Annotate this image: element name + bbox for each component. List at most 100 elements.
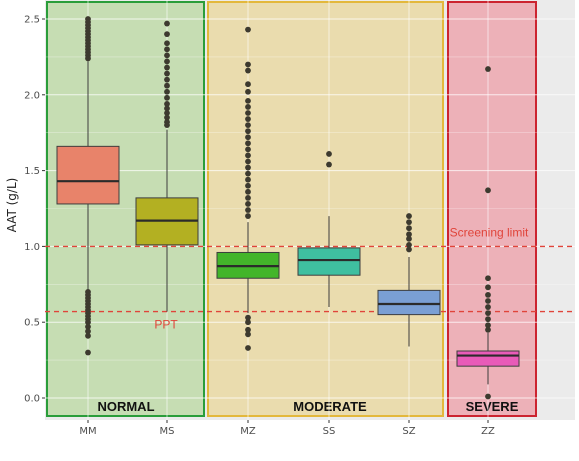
x-tick-label-ms: MS [160,426,175,437]
outlier-point [245,194,251,201]
outlier-point [485,304,491,310]
outlier-point [245,188,251,195]
outlier-point [485,275,491,282]
outlier-point [164,76,170,83]
outlier-point [245,164,251,171]
outlier-point [245,116,251,122]
outlier-point [245,170,251,177]
outlier-point [245,134,251,141]
box-ss [297,151,361,308]
interquartile-box [56,145,120,205]
outlier-point [485,316,491,323]
outlier-point [485,326,491,333]
outlier-point [245,207,251,213]
outlier-point [164,70,170,77]
outlier-point [245,213,251,219]
outlier-point [164,82,170,89]
outlier-point [85,323,91,330]
outlier-point [245,122,251,129]
outlier-point [245,319,251,326]
y-tick-label: 2.0 [24,90,40,101]
outlier-point [164,58,170,65]
outlier-point [164,110,170,116]
boxes [56,16,520,400]
outlier-point [245,146,251,153]
outlier-point [245,331,251,338]
outlier-point [406,213,412,219]
outlier-point [85,319,91,326]
outlier-point [245,326,251,333]
outlier-point [326,161,332,168]
group-region-severe [447,1,537,417]
outlier-point [406,219,412,226]
x-tick-label-mz: MZ [240,426,256,437]
box-mz [216,26,280,351]
y-axis-title: AAT (g/L) [5,178,19,233]
outlier-point [245,61,251,68]
outlier-point [326,151,332,157]
outlier-point [245,97,251,104]
interquartile-box [377,289,441,316]
outlier-point [245,158,251,165]
outlier-point [164,122,170,129]
outlier-point [164,64,170,71]
outlier-point [245,152,251,159]
outlier-point [245,67,251,74]
box-sz [377,213,441,347]
outlier-point [245,176,251,183]
outlier-point [406,246,412,253]
screening-limit-label: Screening limit [450,225,529,239]
y-tick-label: 0.5 [24,318,40,329]
group-label-moderate: MODERATE [293,399,367,414]
outlier-point [164,88,170,95]
outlier-point [164,20,170,27]
outlier-point [85,328,91,335]
outlier-point [245,88,251,95]
outlier-point [245,345,251,351]
outlier-point [245,81,251,88]
outlier-point [485,322,491,329]
outlier-point [85,332,91,339]
outlier-point [245,104,251,110]
x-tick-label-mm: MM [79,426,96,437]
box-mm [56,16,120,356]
outlier-point [245,201,251,207]
outlier-point [485,393,491,400]
y-tick-label: 1.5 [24,166,40,177]
outlier-point [164,100,170,107]
x-tick-label-ss: SS [323,426,336,437]
outlier-point [85,349,91,356]
outlier-point [164,94,170,101]
outlier-point [406,241,412,248]
outlier-point [245,110,251,116]
outlier-point [485,310,491,317]
outlier-point [164,114,170,121]
group-label-normal: NORMAL [97,399,154,414]
outlier-point [406,231,412,238]
outlier-point [485,292,491,298]
outlier-point [485,284,491,291]
outlier-point [245,182,251,189]
box-ms [135,20,199,312]
group-label-severe: SEVERE [466,399,519,414]
y-tick-label: 1.0 [24,242,40,253]
outlier-point [245,140,251,147]
outlier-point [245,128,251,135]
outlier-point [485,66,491,72]
y-tick-label: 0.0 [24,394,40,405]
box-zz [456,66,520,400]
ppt-label: PPT [154,318,178,332]
outlier-point [85,55,91,62]
outlier-point [164,46,170,53]
outlier-point [406,235,412,242]
outlier-point [485,298,491,304]
outlier-point [245,26,251,33]
outlier-point [164,52,170,59]
outlier-point [485,187,491,194]
outlier-point [164,40,170,47]
outlier-point [406,225,412,232]
axes: AAT (g/L) 0.0 0.5 1.0 1.5 2.0 2.5 MM MS MZ SS SZ ZZ [5,15,495,438]
outlier-point [164,105,170,112]
group-region-moderate [207,1,444,417]
